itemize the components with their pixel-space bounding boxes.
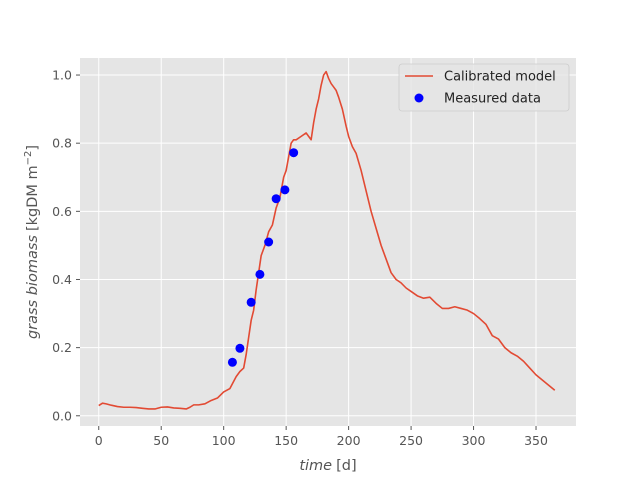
x-axis-label-text: time <box>299 458 332 474</box>
data-point-measured <box>246 297 256 307</box>
y-tick-label: 0.6 <box>52 204 72 219</box>
y-tick-label: 0.2 <box>52 340 72 355</box>
data-point-measured <box>289 148 299 158</box>
plot-area <box>80 58 576 426</box>
y-axis-label: grass biomass [kgDM m−2] <box>23 145 41 339</box>
x-axis-label-unit: [d] <box>336 458 357 474</box>
data-point-measured <box>271 194 281 204</box>
x-tick-label: 100 <box>212 433 236 448</box>
legend: Calibrated model Measured data <box>398 63 570 112</box>
x-tick-label: 200 <box>337 433 361 448</box>
data-point-measured <box>255 269 265 279</box>
y-tick-label: 0.4 <box>52 272 72 287</box>
y-tick-label: 1.0 <box>52 68 72 83</box>
x-tick-label: 50 <box>153 433 169 448</box>
data-point-measured <box>235 343 245 353</box>
y-axis-label-exponent: −2 <box>23 151 34 166</box>
x-tick-label: 300 <box>462 433 486 448</box>
x-tick-label: 350 <box>524 433 548 448</box>
y-tick-label: 0.0 <box>52 408 72 423</box>
data-point-measured <box>280 185 290 195</box>
x-tick-label: 250 <box>399 433 423 448</box>
data-point-measured <box>264 237 274 247</box>
y-axis-label-text: grass biomass <box>25 235 41 339</box>
legend-marker-swatch <box>414 93 424 103</box>
x-tick-label: 150 <box>274 433 298 448</box>
legend-label-model: Calibrated model <box>444 70 556 85</box>
series-layer <box>98 70 556 410</box>
y-axis-label-unit: [kgDM m <box>25 165 41 231</box>
y-tick-label: 0.8 <box>52 136 72 151</box>
axis-ticks: 0 50 100 150 200 250 300 350 0.0 0.2 0.4 0.6 0.8 1.0 <box>52 68 548 448</box>
series-line-calibrated-model <box>98 70 556 410</box>
y-axis-label-close: ] <box>25 145 41 151</box>
data-point-measured <box>227 357 237 367</box>
legend-box <box>398 63 570 112</box>
legend-label-data: Measured data <box>444 92 541 107</box>
x-axis-label: time [d] <box>299 458 356 474</box>
x-tick-label: 0 <box>95 433 103 448</box>
